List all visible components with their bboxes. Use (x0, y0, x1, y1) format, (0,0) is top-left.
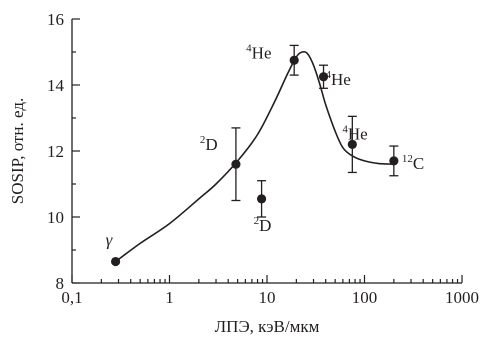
point-annotation: 12C (402, 153, 424, 173)
x-tick-label: 10 (259, 288, 276, 307)
data-point (256, 194, 267, 204)
point-annotation: 4He (326, 69, 351, 89)
isotope-mass-number: 4 (326, 69, 332, 81)
x-tick-label: 0,1 (61, 288, 82, 307)
element-symbol: D (259, 216, 271, 235)
element-symbol: D (205, 135, 217, 154)
isotope-mass-number: 4 (246, 42, 252, 54)
element-symbol: He (348, 124, 368, 143)
x-tick-label: 1000 (445, 288, 479, 307)
data-points (110, 44, 399, 267)
element-symbol: He (331, 70, 351, 89)
isotope-mass-number: 4 (342, 123, 348, 135)
y-tick-label: 14 (47, 76, 65, 95)
data-point (231, 159, 241, 169)
data-point (389, 156, 399, 166)
point-annotation: 2D (254, 215, 272, 235)
point-annotation: 4He (342, 123, 367, 143)
isotope-mass-number: 2 (200, 134, 206, 146)
element-symbol: C (413, 154, 424, 173)
point-annotation: 2D (200, 134, 218, 154)
x-axis-label: ЛПЭ, кэВ/мкм (215, 317, 320, 336)
isotope-mass-number: 2 (254, 215, 260, 227)
data-point (347, 139, 357, 149)
data-point (289, 55, 299, 65)
point-annotation: 4He (246, 42, 271, 62)
x-tick-label: 1 (165, 288, 174, 307)
x-tick-label: 100 (352, 288, 378, 307)
y-tick-label: 12 (47, 142, 64, 161)
fit-curve (115, 50, 394, 263)
y-ticks: 8 10 12 14 16 (47, 10, 80, 293)
element-symbol: He (252, 43, 272, 62)
data-point (110, 256, 121, 267)
y-tick-label: 16 (47, 10, 64, 29)
y-tick-label: 8 (56, 274, 65, 293)
isotope-mass-number: 12 (402, 153, 413, 165)
y-tick-label: 10 (47, 208, 64, 227)
x-ticks: 0,1 1 10 100 1000 (61, 275, 479, 307)
point-annotation: γ (106, 231, 114, 250)
data-point (318, 72, 329, 82)
y-axis-label: SOSIP, отн. ед. (8, 98, 27, 204)
